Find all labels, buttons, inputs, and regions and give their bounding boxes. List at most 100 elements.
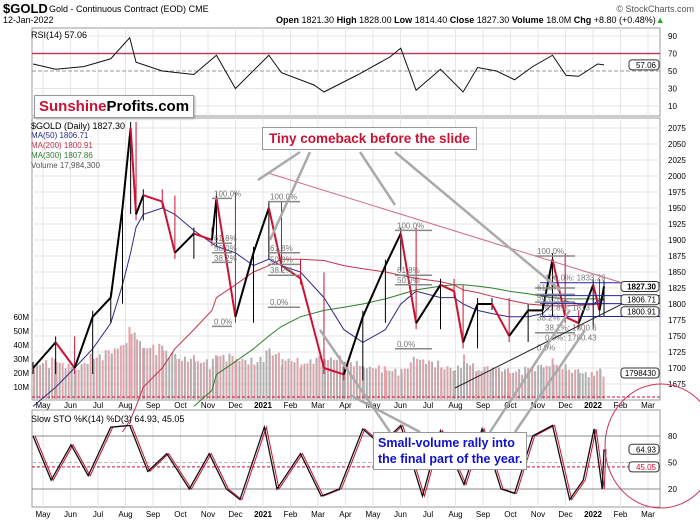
volume-bar — [306, 363, 309, 399]
volume-bar — [51, 357, 54, 399]
sto-tick-label: 20 — [668, 485, 677, 494]
volume-bar — [83, 362, 86, 399]
price-tick-label: 1900 — [668, 236, 686, 245]
volume-bar — [253, 364, 256, 399]
ma200-legend: MA(200) 1800.91 — [31, 141, 93, 150]
price-segment — [299, 278, 325, 369]
price-segment — [129, 127, 138, 215]
sto-title: Slow STO %K(14) %D(3) 64.93, 45.05 — [31, 414, 185, 424]
volume-bar — [250, 357, 253, 399]
volume-bar — [428, 360, 431, 399]
volume-bar — [558, 366, 561, 399]
volume-bar — [596, 370, 599, 399]
x-tick-label: Mar — [641, 401, 655, 410]
volume-bar — [602, 376, 605, 399]
fib-level-label: 38.2% — [270, 266, 293, 275]
sunshine-profits-logo: SunshineProfits.com — [34, 95, 195, 118]
rsi-tick-label: 90 — [668, 32, 677, 41]
volume-bar — [315, 357, 318, 399]
volume-bar — [168, 357, 171, 399]
volume-bar — [193, 361, 196, 399]
x-tick-label: Dec — [228, 401, 242, 410]
volume-bar — [98, 354, 101, 399]
volume-bar — [165, 350, 168, 399]
volume-bar — [371, 368, 374, 399]
callout-pointer — [349, 393, 421, 434]
volume-bar — [244, 360, 247, 399]
volume-bar — [491, 367, 494, 399]
volume-bar — [584, 372, 587, 399]
rsi-tick-label: 30 — [668, 85, 677, 94]
sto-d-badge — [628, 461, 660, 473]
volume-tick-label: 50M — [13, 327, 29, 336]
x-tick-label: Oct — [174, 510, 187, 519]
price-segment — [323, 367, 345, 376]
ma-line-2 — [193, 284, 605, 407]
volume-bar — [231, 355, 234, 399]
fib-level-label: 50.0% — [214, 244, 237, 253]
volume-bar — [388, 370, 391, 399]
volume-bar — [545, 365, 548, 399]
volume-bar — [259, 356, 262, 399]
volume-bar — [211, 364, 214, 399]
volume-bar — [222, 354, 225, 399]
annotation-line1: Small-volume rally into — [378, 436, 515, 450]
volume-bar — [55, 361, 58, 399]
volume-bar — [77, 369, 80, 399]
volume-bar — [149, 347, 152, 399]
volume-bar — [518, 369, 521, 399]
volume-bar — [225, 361, 228, 399]
volume-bar — [574, 369, 577, 399]
volume-bar — [425, 363, 428, 399]
up-arrow-icon: ▲ — [655, 15, 665, 25]
price-tick-label: 1675 — [668, 380, 686, 389]
x-tick-label: Feb — [284, 401, 298, 410]
x-tick-label: 2022 — [584, 401, 602, 410]
x-tick-label: Dec — [558, 510, 572, 519]
fib-level-label: 0.0% — [397, 340, 415, 349]
volume-bar — [326, 360, 329, 399]
x-tick-label: Sep — [476, 401, 491, 410]
ohlc-readout: Open 1821.30 High 1828.00 Low 1814.40 Cl… — [276, 15, 665, 25]
volume-bar — [133, 332, 136, 399]
x-tick-label: Oct — [504, 401, 517, 410]
rsi-tick-label: 10 — [668, 102, 677, 111]
volume-bar — [512, 372, 515, 399]
price-segment — [210, 198, 218, 241]
volume-bar — [528, 370, 531, 399]
volume-bar — [318, 355, 321, 399]
low-value: 1814.40 — [414, 15, 448, 25]
volume-bar — [312, 363, 315, 399]
x-tick-label: Apr — [339, 510, 352, 519]
volume-bar — [70, 366, 73, 399]
open-value: 1821.30 — [301, 15, 335, 25]
volume-bar — [593, 375, 596, 399]
x-tick-label: Nov — [201, 401, 215, 410]
volume-bar — [534, 371, 537, 399]
callout-pointer — [358, 151, 397, 206]
price-segment — [174, 232, 195, 254]
rsi-current-badge — [628, 59, 660, 71]
price-badge — [620, 281, 660, 293]
fib-level-label: 0.0% — [214, 317, 232, 326]
volume-bar — [67, 363, 70, 399]
price-tick-label: 2025 — [668, 156, 686, 165]
volume-bar — [521, 374, 524, 399]
volume-bar — [202, 362, 205, 399]
fib-level-label: 100.0%: 1833.29 — [545, 274, 606, 283]
open-label: Open — [276, 15, 300, 25]
volume-bar — [368, 366, 371, 399]
volume-bar — [349, 362, 352, 399]
volume-bar — [321, 365, 324, 399]
volume-bar — [113, 348, 116, 399]
x-tick-label: Nov — [531, 401, 545, 410]
x-tick-label: Jul — [93, 401, 103, 410]
volume-bar — [309, 359, 312, 399]
fib-level-label: 61.8%: 1813 — [545, 304, 590, 313]
x-tick-label: Jun — [394, 401, 407, 410]
volume-bar — [581, 373, 584, 399]
x-tick-label: May — [365, 510, 380, 519]
price-legend: $GOLD (Daily) 1827.30 MA(50) 1806.71 MA(… — [31, 121, 125, 171]
volume-bar — [571, 372, 574, 399]
